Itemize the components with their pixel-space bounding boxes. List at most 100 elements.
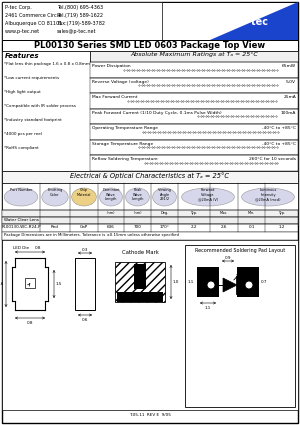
Text: Peak
Wave
Length: Peak Wave Length [131, 188, 144, 201]
Text: Deg.: Deg. [160, 211, 169, 215]
Ellipse shape [4, 188, 38, 206]
Text: *Industry standard footprint: *Industry standard footprint [4, 118, 62, 122]
Text: 1.1: 1.1 [188, 280, 194, 284]
Text: -40°C to +85°C: -40°C to +85°C [262, 126, 296, 130]
Text: *Low current requirements: *Low current requirements [4, 76, 59, 80]
Text: 100mA: 100mA [280, 110, 296, 114]
Text: 260°C for 10 seconds: 260°C for 10 seconds [249, 157, 296, 161]
Text: Electrical & Optical Characteristics at Tₐ = 25°C: Electrical & Optical Characteristics at … [70, 172, 230, 179]
Bar [90, 93, 298, 108]
Ellipse shape [72, 188, 96, 206]
Bar [90, 108, 298, 124]
Text: 65mW: 65mW [282, 64, 296, 68]
Text: PL00130 Series SMD LED 0603 Package Top View: PL00130 Series SMD LED 0603 Package Top … [34, 41, 266, 50]
Bar [90, 62, 298, 77]
Text: *RoHS compliant: *RoHS compliant [4, 146, 39, 150]
Bar [90, 124, 298, 139]
Polygon shape [210, 2, 298, 40]
Text: Red: Red [51, 225, 59, 229]
Text: 0.3: 0.3 [82, 248, 88, 252]
Bar [2, 224, 298, 232]
Text: *High light output: *High light output [4, 90, 41, 94]
Text: Cathode Mark: Cathode Mark [122, 250, 158, 255]
Ellipse shape [153, 188, 176, 206]
Text: *Compatible with IR solder process: *Compatible with IR solder process [4, 104, 76, 108]
Text: Luminous
Intensity
@20mA (mcd): Luminous Intensity @20mA (mcd) [255, 188, 281, 201]
Text: Absolute Maximum Ratings at Tₐ = 25°C: Absolute Maximum Ratings at Tₐ = 25°C [130, 52, 258, 57]
Ellipse shape [42, 188, 68, 206]
Text: 1.6: 1.6 [0, 282, 4, 286]
Text: Water Clear Lens: Water Clear Lens [4, 218, 38, 222]
Text: 0.1: 0.1 [248, 225, 255, 229]
Text: Reflow Soldering Temperature: Reflow Soldering Temperature [92, 157, 158, 161]
Bar [90, 155, 298, 170]
Text: GaP: GaP [80, 225, 88, 229]
Text: 25mA: 25mA [283, 95, 296, 99]
Bar [2, 2, 298, 40]
Ellipse shape [242, 188, 294, 206]
Text: Dominant
Wave
Length: Dominant Wave Length [102, 188, 120, 201]
Text: 5.0V: 5.0V [286, 79, 296, 83]
Bar [2, 40, 298, 51]
Bar [25, 278, 35, 288]
Text: 2461 Commerce Circle: 2461 Commerce Circle [5, 13, 61, 18]
Bar [90, 77, 298, 93]
Text: Tel.(719) 589-1622: Tel.(719) 589-1622 [57, 13, 103, 18]
Text: Emitting
Color: Emitting Color [47, 188, 63, 197]
Text: sales@p-tec.net: sales@p-tec.net [57, 29, 97, 34]
Text: P-tec: P-tec [240, 17, 268, 27]
Text: 2.6: 2.6 [221, 225, 227, 229]
Bar [2, 171, 298, 183]
Text: 0.9: 0.9 [225, 256, 231, 260]
Text: Recommended Soldering Pad Layout: Recommended Soldering Pad Layout [195, 248, 285, 253]
Text: Chip
Material: Chip Material [77, 188, 91, 197]
Ellipse shape [126, 188, 149, 206]
Bar [2, 183, 298, 225]
Text: 1.0: 1.0 [173, 280, 179, 284]
Text: Features: Features [5, 53, 40, 59]
Text: (nm): (nm) [107, 211, 115, 215]
Bar [2, 2, 162, 40]
Text: Part Number: Part Number [10, 188, 32, 192]
Text: -40°C to +85°C: -40°C to +85°C [262, 142, 296, 145]
Text: Forward
Voltage
@20mA (V): Forward Voltage @20mA (V) [198, 188, 218, 201]
Text: Peak Forward Current (1/10 Duty Cycle, 0.1ms Pulse Width): Peak Forward Current (1/10 Duty Cycle, 0… [92, 110, 222, 114]
Bar [2, 51, 298, 171]
Text: 700: 700 [134, 225, 141, 229]
Text: *Flat lens thin package 1.6 x 0.8 x 0.8mm: *Flat lens thin package 1.6 x 0.8 x 0.8m… [4, 62, 90, 66]
Polygon shape [223, 278, 237, 292]
Bar [2, 232, 298, 240]
Bar [115, 262, 165, 302]
Text: Fax:(719)-589-3782: Fax:(719)-589-3782 [57, 21, 105, 26]
Bar [117, 292, 163, 302]
Bar [185, 245, 295, 407]
Bar [197, 267, 219, 297]
Text: Reverse Voltage (voltage): Reverse Voltage (voltage) [92, 79, 149, 83]
Text: www.p-tec.net: www.p-tec.net [5, 29, 40, 34]
Text: 170°: 170° [160, 225, 170, 229]
Text: P-tec Corp.: P-tec Corp. [5, 5, 32, 10]
Text: 0.8: 0.8 [35, 246, 41, 250]
Text: *4000 pcs per reel: *4000 pcs per reel [4, 132, 42, 136]
Ellipse shape [182, 188, 234, 206]
Text: 0.7: 0.7 [261, 280, 268, 284]
Bar [2, 217, 298, 224]
Bar [2, 210, 298, 217]
Text: (nm): (nm) [133, 211, 142, 215]
Bar [90, 51, 298, 62]
Bar [2, 51, 90, 171]
Bar [134, 264, 146, 289]
Bar [90, 139, 298, 155]
Text: T-05-11  REV E  9/05: T-05-11 REV E 9/05 [129, 413, 171, 417]
Text: Max.: Max. [220, 211, 228, 215]
Text: Min.: Min. [248, 211, 255, 215]
Bar [2, 240, 298, 410]
Circle shape [245, 281, 253, 289]
Text: 1.2: 1.2 [278, 225, 285, 229]
Text: Typ.: Typ. [278, 211, 285, 215]
Text: PL00130-WC-R24-P: PL00130-WC-R24-P [1, 225, 41, 229]
Bar [237, 267, 259, 297]
Text: Power Dissipation: Power Dissipation [92, 64, 130, 68]
Text: 0.8: 0.8 [27, 321, 33, 325]
Text: Viewing
Angle
2θ1/2: Viewing Angle 2θ1/2 [158, 188, 171, 201]
